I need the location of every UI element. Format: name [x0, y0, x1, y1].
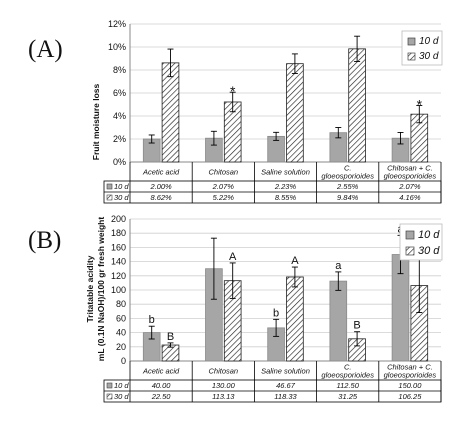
- b-y-tick-label: 40: [116, 328, 126, 338]
- b-table-cell: 150.00: [398, 381, 422, 390]
- a-category-label: Chitosan + C.: [387, 164, 433, 173]
- b-significance-label: A: [229, 251, 237, 263]
- b-table-cell: 46.67: [276, 381, 296, 390]
- a-table-cell: 4.16%: [399, 193, 421, 202]
- a-y-tick-label: 12%: [108, 19, 126, 29]
- y-axis-label-b-line1: Tritatable acidity: [85, 255, 95, 322]
- b-table-series-name: 30 d: [114, 392, 129, 401]
- b-y-tick-label: 80: [116, 299, 126, 309]
- a-table-series-name: 10 d: [114, 182, 129, 191]
- b-legend-label: 10 d: [418, 229, 440, 241]
- b-significance-label: A: [291, 255, 299, 267]
- b-y-tick-label: 0: [121, 356, 126, 366]
- a-category-label: gloeosporioides: [321, 172, 374, 181]
- a-table-cell: 5.22%: [213, 193, 235, 202]
- b-category-label: Saline solution: [261, 367, 310, 376]
- a-y-tick-label: 0%: [113, 157, 126, 167]
- b-table-key: [106, 382, 113, 389]
- b-category-label: gloeosporioides: [321, 371, 374, 380]
- b-category-label: C.: [344, 363, 352, 372]
- a-table-key: [106, 194, 113, 201]
- b-y-tick-label: 180: [111, 228, 126, 238]
- a-legend-label: 10 d: [419, 36, 439, 47]
- b-legend-key: [405, 230, 415, 240]
- b-y-tick-label: 120: [111, 271, 126, 281]
- a-category-label: gloeosporioides: [384, 172, 437, 181]
- a-y-tick-label: 10%: [108, 42, 126, 52]
- a-table-series-name: 30 d: [114, 193, 129, 202]
- a-bar: [161, 62, 180, 163]
- b-significance-label: B: [167, 331, 174, 343]
- b-category-label: gloeosporioides: [384, 371, 437, 380]
- b-significance-label: a: [335, 260, 342, 272]
- b-significance-label: b: [149, 314, 155, 326]
- y-axis-label-b-line2: mL (0.1N NaOH)/100 gr fresh weight: [96, 217, 106, 362]
- a-table-cell: 9.84%: [337, 193, 359, 202]
- a-y-tick-label: 4%: [113, 111, 126, 121]
- a-legend-key: [407, 52, 416, 61]
- b-y-tick-label: 100: [111, 285, 126, 295]
- b-legend-key: [405, 246, 415, 256]
- b-table-series-name: 10 d: [114, 381, 129, 390]
- b-table-cell: 106.25: [398, 392, 422, 401]
- y-axis-label-a: Fruit moisture loss: [91, 83, 101, 160]
- b-table-cell: 112.50: [337, 381, 360, 390]
- a-category-label: Chitosan: [208, 168, 238, 177]
- a-legend-key: [407, 37, 416, 46]
- b-table-cell: 22.50: [151, 392, 172, 401]
- chart-panel-b: (B) Tritatable acidity mL (0.1N NaOH)/10…: [28, 214, 443, 403]
- a-table-key: [106, 183, 113, 190]
- a-table-cell: 2.07%: [398, 182, 421, 191]
- b-category-label: Acetic acid: [142, 367, 180, 376]
- b-category-label: Chitosan + C.: [387, 363, 433, 372]
- a-table-cell: 2.00%: [149, 182, 172, 191]
- b-significance-label: b: [273, 307, 279, 319]
- panel-label-b: (B): [28, 227, 61, 254]
- b-y-tick-label: 140: [111, 257, 126, 267]
- a-table-cell: 2.55%: [336, 182, 359, 191]
- a-y-tick-label: 8%: [113, 65, 126, 75]
- panel-label-a: (A): [28, 36, 63, 63]
- b-y-tick-label: 60: [116, 313, 126, 323]
- b-table-key: [106, 393, 113, 400]
- b-table-cell: 130.00: [212, 381, 236, 390]
- b-table-cell: 40.00: [152, 381, 172, 390]
- a-significance-label: *: [417, 97, 423, 113]
- a-category-label: C.: [344, 164, 352, 173]
- a-y-tick-label: 2%: [113, 134, 126, 144]
- a-table-cell: 8.62%: [150, 193, 172, 202]
- chart-panel-a: (A) Fruit moisture loss 0% 2% 4% 6% 8% 10% 12%…: [28, 19, 443, 204]
- b-y-tick-label: 200: [111, 214, 126, 224]
- a-table-cell: 2.07%: [212, 182, 235, 191]
- a-significance-label: *: [230, 83, 236, 99]
- b-table-cell: 118.33: [274, 392, 297, 401]
- b-table-cell: 31.25: [338, 392, 358, 401]
- b-y-tick-label: 160: [111, 242, 126, 252]
- a-legend-label: 30 d: [419, 51, 439, 62]
- a-y-tick-label: 6%: [113, 88, 126, 98]
- a-bar: [286, 63, 304, 163]
- a-category-label: Acetic acid: [142, 168, 180, 177]
- b-bar: [329, 280, 348, 362]
- a-table-cell: 2.23%: [274, 182, 297, 191]
- b-significance-label: B: [353, 320, 360, 332]
- b-category-label: Chitosan: [208, 367, 238, 376]
- b-bar: [286, 276, 304, 362]
- a-table-cell: 8.55%: [275, 193, 297, 202]
- b-legend-label: 30 d: [418, 245, 440, 257]
- b-table-cell: 113.13: [212, 392, 235, 401]
- a-category-label: Saline solution: [261, 168, 310, 177]
- b-y-tick-label: 20: [116, 342, 126, 352]
- a-bar: [348, 48, 366, 163]
